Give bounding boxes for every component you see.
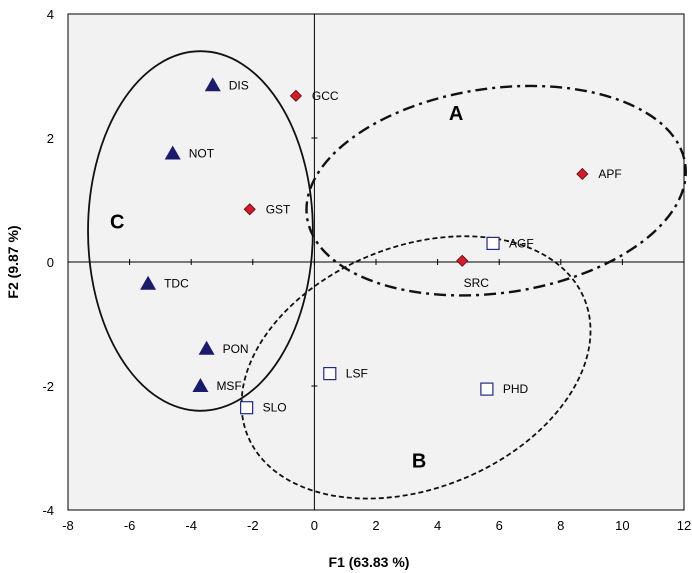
point-gcc-diamond <box>289 89 302 102</box>
x-axis-title: F1 (63.83 %) <box>329 554 410 570</box>
point-label-pon: PON <box>223 342 249 356</box>
group-b-label: B <box>412 450 426 472</box>
group-a-label: A <box>449 103 463 125</box>
x-tick-label: 2 <box>372 518 379 533</box>
point-phd-square <box>480 382 494 396</box>
point-not-triangle <box>164 145 181 160</box>
x-tick-label: -2 <box>247 518 259 533</box>
y-tick-label: -4 <box>42 503 54 518</box>
point-label-not: NOT <box>189 147 215 161</box>
point-dis-triangle <box>204 77 221 92</box>
point-label-dis: DIS <box>229 78 249 92</box>
x-tick-label: -8 <box>62 518 74 533</box>
group-c-ellipse <box>87 50 314 412</box>
point-label-gst: GST <box>266 202 291 216</box>
y-tick-label: 0 <box>47 255 54 270</box>
point-msf-triangle <box>192 378 209 392</box>
point-label-lsf: LSF <box>346 367 368 381</box>
x-tick-label: -4 <box>185 518 197 533</box>
point-label-slo: SLO <box>263 401 287 415</box>
group-c-label: C <box>110 212 124 234</box>
x-tick-label: 10 <box>615 518 629 533</box>
y-axis-title: F2 (9.87 %) <box>5 225 21 298</box>
point-slo-square <box>240 401 254 415</box>
point-label-gcc: GCC <box>312 89 339 103</box>
x-tick-label: 8 <box>557 518 564 533</box>
point-src-diamond <box>456 254 469 267</box>
point-label-msf: MSF <box>216 379 241 393</box>
group-b-ellipse <box>240 235 592 500</box>
group-a-ellipse <box>305 84 687 297</box>
x-tick-label: 4 <box>434 518 441 533</box>
point-agf-square <box>486 236 500 250</box>
point-lsf-square <box>323 367 337 381</box>
x-tick-label: -6 <box>124 518 136 533</box>
point-gst-diamond <box>243 203 256 216</box>
point-label-src: SRC <box>464 276 490 290</box>
point-label-phd: PHD <box>503 382 529 396</box>
point-pon-triangle <box>198 340 215 355</box>
point-label-apf: APF <box>598 167 621 181</box>
x-tick-label: 6 <box>496 518 503 533</box>
x-tick-label: 12 <box>677 518 691 533</box>
y-tick-label: -2 <box>42 379 54 394</box>
y-tick-label: 2 <box>47 131 54 146</box>
point-apf-diamond <box>576 167 589 181</box>
point-tdc-triangle <box>140 275 157 290</box>
y-tick-label: 4 <box>47 7 54 22</box>
point-label-agf: AGF <box>509 236 534 250</box>
point-label-tdc: TDC <box>164 277 189 291</box>
x-tick-label: 0 <box>311 518 318 533</box>
